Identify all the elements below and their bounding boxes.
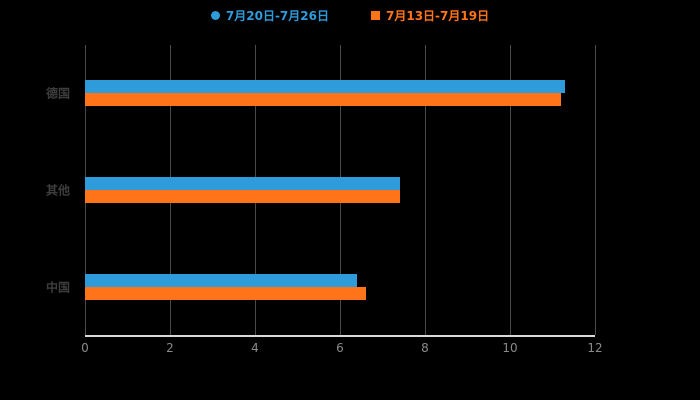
bar-group	[85, 177, 595, 203]
gridline	[595, 45, 596, 335]
bar-orange[interactable]	[85, 93, 561, 107]
category-label: 中国	[45, 280, 70, 295]
x-tick-label: 8	[421, 341, 429, 355]
plot-area	[85, 45, 596, 337]
legend-item[interactable]: 7月13日-7月19日	[371, 7, 489, 24]
legend-marker-square-icon	[371, 11, 380, 20]
legend-item[interactable]: 7月20日-7月26日	[210, 7, 329, 24]
legend-marker-circle-icon	[210, 11, 220, 20]
x-axis-ticks: 0 2 4 6 8 10 12	[81, 341, 602, 361]
bar-group	[85, 273, 595, 300]
x-tick-label: 4	[251, 341, 259, 355]
gridline	[510, 45, 511, 335]
legend-label: 7月13日-7月19日	[386, 9, 490, 23]
category-label: 其他	[45, 183, 70, 198]
x-tick-label: 12	[587, 341, 603, 355]
bar-blue[interactable]	[85, 80, 566, 94]
gridline	[425, 45, 426, 335]
x-tick-label: 0	[81, 341, 89, 355]
x-tick-label: 10	[502, 341, 518, 355]
bar-orange[interactable]	[85, 190, 400, 203]
y-axis-labels: 德国 其他 中国	[0, 45, 78, 335]
legend-label: 7月20日-7月26日	[225, 9, 329, 23]
x-tick-label: 6	[336, 341, 344, 355]
bar-orange[interactable]	[85, 286, 366, 300]
x-tick-label: 2	[166, 341, 174, 355]
chart-legend: 7月20日-7月26日 7月13日-7月19日	[0, 7, 700, 24]
bar-group	[85, 80, 595, 107]
bar-blue[interactable]	[85, 177, 400, 190]
bar-blue[interactable]	[85, 273, 357, 287]
category-label: 德国	[45, 86, 70, 101]
